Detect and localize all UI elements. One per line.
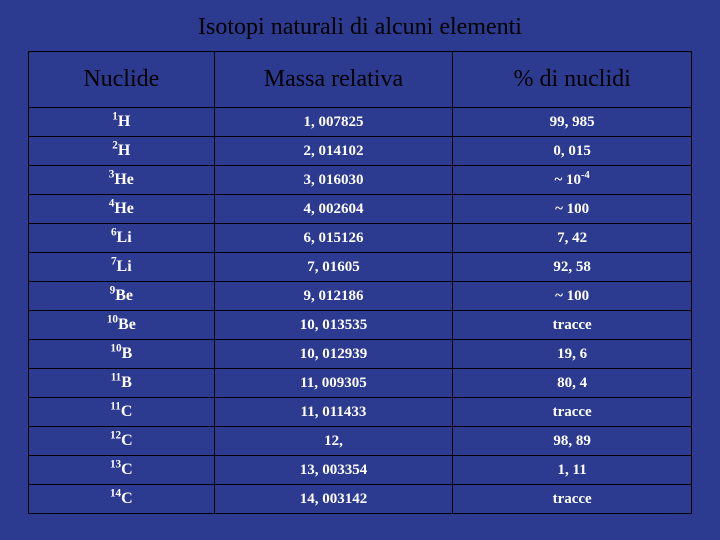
mass-number: 14 (110, 488, 121, 500)
element-symbol: H (118, 113, 130, 130)
table-row: 13C13, 0033541, 11 (29, 456, 692, 485)
nuclide-cell: 12C (29, 427, 215, 456)
mass-cell: 10, 012939 (214, 340, 453, 369)
percent-cell: 7, 42 (453, 224, 692, 253)
element-symbol: B (122, 345, 133, 362)
percent-cell: 99, 985 (453, 108, 692, 137)
mass-number: 11 (110, 401, 121, 413)
mass-number: 10 (107, 314, 118, 326)
percent-exponent: -4 (581, 170, 590, 181)
element-symbol: H (118, 142, 130, 159)
mass-cell: 10, 013535 (214, 311, 453, 340)
element-symbol: He (114, 171, 134, 188)
nuclide-cell: 14C (29, 485, 215, 514)
table-row: 14C14, 003142tracce (29, 485, 692, 514)
table-row: 6Li6, 015126 7, 42 (29, 224, 692, 253)
percent-value: 99, 985 (550, 114, 595, 130)
mass-cell: 7, 01605 (214, 253, 453, 282)
nuclide-cell: 2H (29, 137, 215, 166)
table-row: 10Be10, 013535tracce (29, 311, 692, 340)
mass-cell: 11, 009305 (214, 369, 453, 398)
percent-cell: tracce (453, 311, 692, 340)
mass-number: 12 (110, 430, 121, 442)
mass-number: 10 (110, 343, 121, 355)
mass-number: 13 (110, 459, 121, 471)
col-header-nuclide: Nuclide (29, 52, 215, 108)
percent-value: 19, 6 (557, 346, 587, 362)
percent-value: ~ 100 (555, 201, 589, 217)
mass-cell: 12, (214, 427, 453, 456)
element-symbol: Li (117, 258, 132, 275)
percent-value: tracce (553, 404, 592, 420)
element-symbol: C (121, 461, 133, 478)
percent-cell: 98, 89 (453, 427, 692, 456)
element-symbol: B (121, 374, 132, 391)
percent-cell: 0, 015 (453, 137, 692, 166)
nuclide-cell: 9Be (29, 282, 215, 311)
percent-value: 7, 42 (557, 230, 587, 246)
nuclide-cell: 4He (29, 195, 215, 224)
table-row: 3He3, 016030~ 10-4 (29, 166, 692, 195)
percent-value: 80, 4 (557, 375, 587, 391)
mass-cell: 9, 012186 (214, 282, 453, 311)
nuclide-cell: 7Li (29, 253, 215, 282)
table-row: 11B11, 00930580, 4 (29, 369, 692, 398)
mass-cell: 11, 011433 (214, 398, 453, 427)
percent-value: 1, 11 (558, 462, 587, 478)
table-row: 12C12, 98, 89 (29, 427, 692, 456)
mass-cell: 6, 015126 (214, 224, 453, 253)
table-row: 4He4, 002604 ~ 100 (29, 195, 692, 224)
table-row: 10B10, 01293919, 6 (29, 340, 692, 369)
percent-value: ~ 100 (555, 288, 589, 304)
table-header-row: Nuclide Massa relativa % di nuclidi (29, 52, 692, 108)
nuclide-cell: 1H (29, 108, 215, 137)
percent-value: tracce (553, 317, 592, 333)
table-row: 2H2, 014102 0, 015 (29, 137, 692, 166)
element-symbol: C (121, 403, 133, 420)
nuclide-cell: 11C (29, 398, 215, 427)
element-symbol: Li (117, 229, 132, 246)
percent-cell: tracce (453, 485, 692, 514)
percent-value: 98, 89 (553, 433, 591, 449)
table-row: 11C11, 011433tracce (29, 398, 692, 427)
percent-value: 0, 015 (553, 143, 591, 159)
table-row: 7Li7, 01605 92, 58 (29, 253, 692, 282)
element-symbol: Be (115, 287, 133, 304)
element-symbol: Be (118, 316, 136, 333)
nuclide-cell: 6Li (29, 224, 215, 253)
nuclide-cell: 10B (29, 340, 215, 369)
percent-cell: 80, 4 (453, 369, 692, 398)
nuclide-cell: 13C (29, 456, 215, 485)
mass-cell: 13, 003354 (214, 456, 453, 485)
percent-value: tracce (553, 491, 592, 507)
percent-cell: tracce (453, 398, 692, 427)
element-symbol: C (121, 432, 133, 449)
percent-cell: 19, 6 (453, 340, 692, 369)
percent-cell: ~ 100 (453, 282, 692, 311)
element-symbol: He (114, 200, 134, 217)
isotope-table: Nuclide Massa relativa % di nuclidi 1H1,… (28, 51, 692, 514)
percent-value: 92, 58 (553, 259, 591, 275)
element-symbol: C (121, 490, 133, 507)
percent-cell: 1, 11 (453, 456, 692, 485)
table-row: 9Be9, 012186 ~ 100 (29, 282, 692, 311)
col-header-percent: % di nuclidi (453, 52, 692, 108)
percent-value: ~ 10 (554, 172, 581, 188)
mass-cell: 4, 002604 (214, 195, 453, 224)
mass-number: 11 (111, 372, 122, 384)
percent-cell: 92, 58 (453, 253, 692, 282)
mass-cell: 14, 003142 (214, 485, 453, 514)
nuclide-cell: 10Be (29, 311, 215, 340)
nuclide-cell: 11B (29, 369, 215, 398)
percent-cell: ~ 10-4 (453, 166, 692, 195)
table-row: 1H1, 007825 99, 985 (29, 108, 692, 137)
mass-cell: 3, 016030 (214, 166, 453, 195)
col-header-mass: Massa relativa (214, 52, 453, 108)
percent-cell: ~ 100 (453, 195, 692, 224)
mass-cell: 1, 007825 (214, 108, 453, 137)
page-title: Isotopi naturali di alcuni elementi (28, 14, 692, 41)
mass-cell: 2, 014102 (214, 137, 453, 166)
nuclide-cell: 3He (29, 166, 215, 195)
